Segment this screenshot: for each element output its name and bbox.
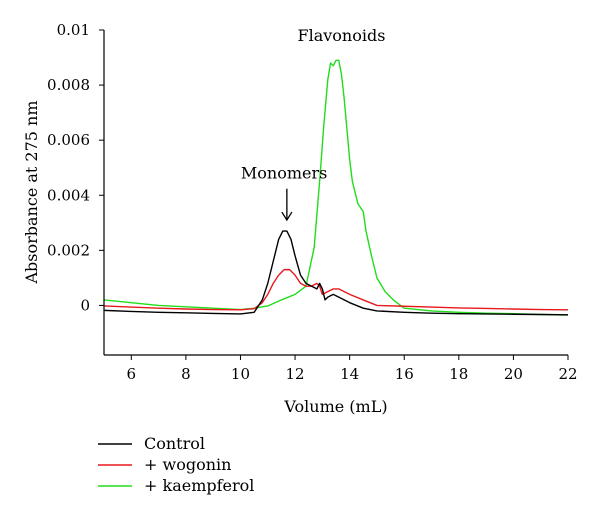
x-tick-label: 12 — [286, 365, 305, 383]
x-tick-label: 20 — [504, 365, 523, 383]
series-line-control — [104, 230, 568, 316]
y-tick-label: 0.006 — [47, 131, 90, 149]
y-tick-label: 0.008 — [47, 76, 90, 94]
legend-label: + wogonin — [144, 455, 231, 474]
x-tick-label: 8 — [181, 365, 191, 383]
x-tick-label: 6 — [127, 365, 137, 383]
x-tick-label: 16 — [395, 365, 414, 383]
y-tick-label: 0 — [80, 296, 90, 314]
y-axis-title: Absorbance at 275 nm — [22, 100, 41, 284]
legend-label: Control — [144, 434, 205, 453]
legend-label: + kaempferol — [144, 476, 254, 495]
y-tick-label: 0.002 — [47, 241, 90, 259]
x-axis-title: Volume (mL) — [283, 397, 387, 416]
x-tick-label: 14 — [340, 365, 359, 383]
monomers-arrow-head — [281, 211, 293, 222]
x-tick-label: 22 — [558, 365, 577, 383]
series-line-kaempferol — [104, 59, 568, 316]
x-tick-label: 18 — [449, 365, 468, 383]
annotation-monomers: Monomers — [241, 164, 327, 183]
series-line-wogonin — [104, 268, 568, 311]
annotation-flavonoids: Flavonoids — [297, 26, 385, 45]
x-tick-label: 10 — [231, 365, 250, 383]
y-tick-label: 0.004 — [47, 186, 90, 204]
legend: Control + wogonin + kaempferol — [98, 434, 254, 495]
y-tick-label: 0.01 — [57, 21, 90, 39]
